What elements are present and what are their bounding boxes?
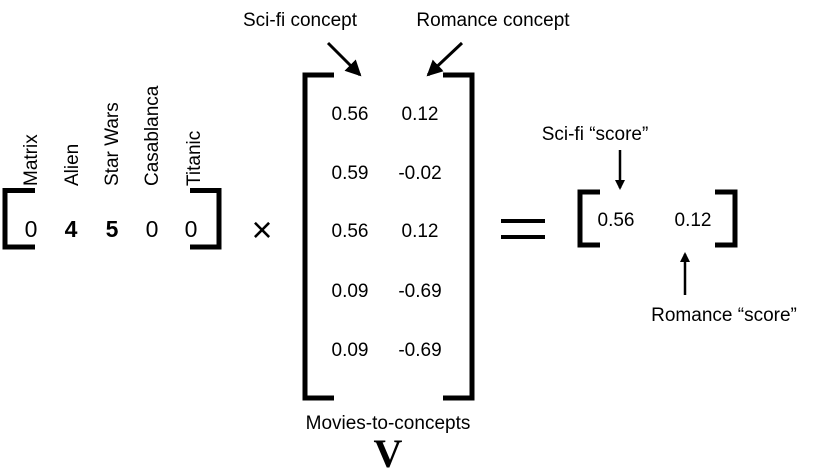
matrix-right-bracket: [443, 72, 475, 401]
matrix-cell: 0.56: [332, 104, 369, 125]
scifi-concept-label: Sci-fi concept: [243, 10, 358, 31]
arrow-icon: [426, 41, 464, 77]
left-bracket: [2, 188, 35, 250]
scifi-score-label: Sci-fi “score”: [542, 124, 649, 145]
matrix-v: 0.56 0.12 0.59 -0.02 0.56 0.12 0.09 -0.69 0.09 -0…: [332, 104, 442, 361]
matrix-cell: 0.59: [332, 163, 369, 184]
arrow-icon: [326, 41, 362, 77]
matrix-caption: Movies-to-concepts: [306, 413, 471, 434]
movie-label: Star Wars: [102, 102, 123, 186]
matrix-left-bracket: [302, 72, 334, 401]
matrix-cell: -0.02: [398, 163, 441, 184]
user-vector-value: 5: [106, 216, 119, 242]
equals-symbol: [501, 219, 545, 239]
romance-concept-label: Romance concept: [416, 10, 570, 31]
result-right-bracket: [715, 189, 738, 248]
movie-labels: Matrix Alien Star Wars Casablanca Titani…: [21, 85, 205, 186]
matrix-name: V: [374, 431, 403, 471]
result-scifi: 0.56: [598, 210, 635, 231]
movie-label: Casablanca: [142, 85, 163, 186]
result-romance: 0.12: [675, 210, 712, 231]
user-vector-value: 0: [185, 216, 198, 242]
right-bracket: [190, 188, 222, 250]
matrix-cell: -0.69: [398, 340, 441, 361]
matrix-cell: 0.09: [332, 281, 369, 302]
romance-score-label: Romance “score”: [651, 305, 797, 326]
matrix-cell: 0.12: [402, 221, 439, 242]
result-left-bracket: [577, 189, 600, 248]
user-vector-value: 0: [146, 216, 159, 242]
movie-label: Alien: [62, 144, 83, 186]
matrix-cell: -0.69: [398, 281, 441, 302]
matrix-cell: 0.12: [402, 104, 439, 125]
times-symbol: ×: [251, 209, 272, 250]
matrix-cell: 0.56: [332, 221, 369, 242]
movie-label: Matrix: [21, 134, 42, 186]
movie-label: Titanic: [184, 131, 205, 186]
matrix-cell: 0.09: [332, 340, 369, 361]
user-vector-value: 4: [65, 216, 78, 242]
user-vector-value: 0: [25, 216, 38, 242]
